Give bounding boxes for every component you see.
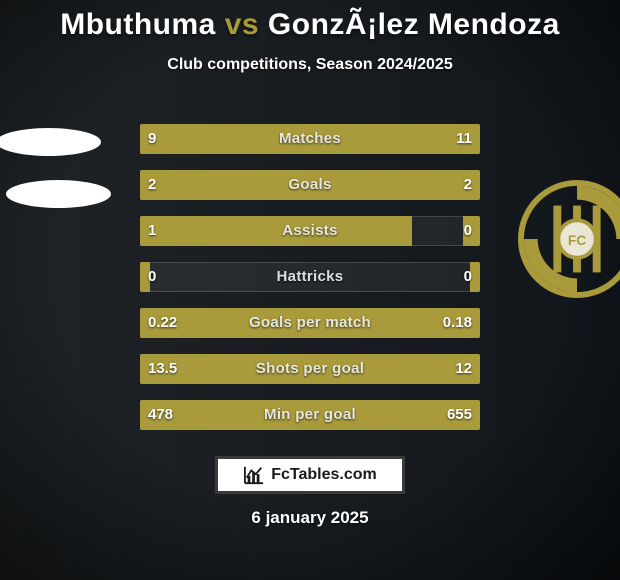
- stat-row-label: Assists: [140, 216, 480, 246]
- stat-row-label: Shots per goal: [140, 354, 480, 384]
- stat-row: Hattricks0 0: [140, 262, 480, 292]
- stat-row-label: Goals: [140, 170, 480, 200]
- footer-date: 6 january 2025: [0, 508, 620, 528]
- stat-row-label: Min per goal: [140, 400, 480, 430]
- subtitle: Club competitions, Season 2024/2025: [0, 56, 620, 74]
- stat-row: Min per goal478 655: [140, 400, 480, 430]
- avatar-placeholder-icon: [0, 128, 101, 156]
- stat-row: Goals2 2: [140, 170, 480, 200]
- stat-row-value-left: 0.22: [140, 308, 185, 338]
- comparison-title: Mbuthuma vs GonzÃ¡lez Mendoza: [0, 0, 620, 42]
- stat-row-value-right: 11: [448, 124, 480, 154]
- title-left-name: Mbuthuma: [60, 8, 216, 41]
- stat-row: Shots per goal13.5 12: [140, 354, 480, 384]
- brand-chart-icon: [243, 465, 265, 485]
- club-badge-text: FC: [568, 233, 586, 248]
- title-vs: vs: [225, 8, 259, 41]
- stat-row-value-left: 9: [140, 124, 164, 154]
- stat-rows: Matches911Goals22Assists10Hattricks00Goa…: [140, 124, 480, 446]
- left-player-avatar: [0, 118, 110, 238]
- avatar-placeholder-icon: [6, 180, 111, 208]
- stat-row-value-left: 1: [140, 216, 164, 246]
- stat-row-value-right: 0.18: [435, 308, 480, 338]
- stat-row-value-right: 2: [456, 170, 480, 200]
- stat-row: Assists1 0: [140, 216, 480, 246]
- stat-row-value-left: 13.5: [140, 354, 185, 384]
- stat-row: Goals per match0.22 0.18: [140, 308, 480, 338]
- brand-text: FcTables.com: [271, 466, 377, 484]
- stat-row-value-left: 2: [140, 170, 164, 200]
- stat-row-value-left: 478: [140, 400, 181, 430]
- brand-badge: FcTables.com: [215, 456, 405, 494]
- stat-row-label: Goals per match: [140, 308, 480, 338]
- stat-row-value-left: 0: [140, 262, 164, 292]
- stat-row-value-right: 0: [456, 216, 480, 246]
- stat-row-value-right: 12: [447, 354, 480, 384]
- stat-row-label: Matches: [140, 124, 480, 154]
- club-badge-icon: FC: [518, 180, 620, 298]
- stat-row: Matches9 11: [140, 124, 480, 154]
- stat-row-label: Hattricks: [140, 262, 480, 292]
- right-player-avatar: FC: [510, 180, 620, 300]
- title-right-name: GonzÃ¡lez Mendoza: [268, 8, 560, 41]
- stat-row-value-right: 0: [456, 262, 480, 292]
- stat-row-value-right: 655: [439, 400, 480, 430]
